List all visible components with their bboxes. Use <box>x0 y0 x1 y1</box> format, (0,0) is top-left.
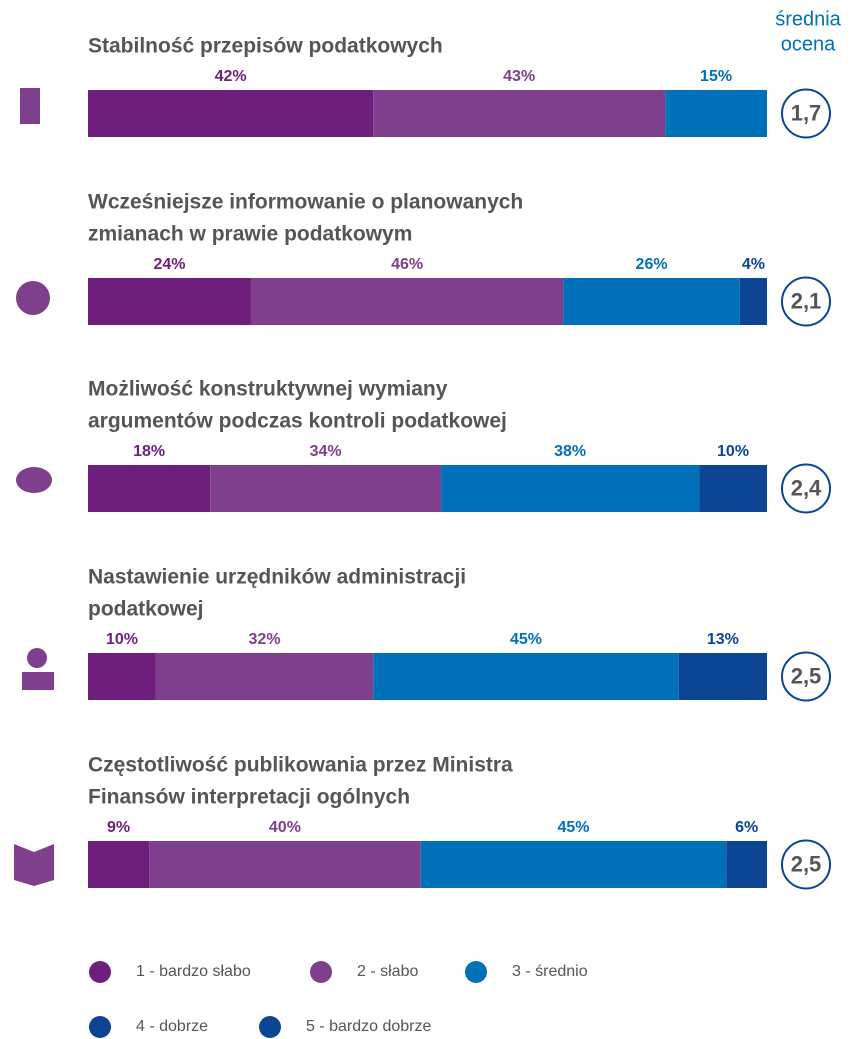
bar-segment <box>373 90 666 137</box>
average-circle <box>781 88 831 139</box>
value-label: 10% <box>717 443 749 460</box>
value-label: 42% <box>215 68 247 85</box>
value-label: 45% <box>557 819 589 836</box>
legend-swatch <box>310 961 332 983</box>
icon-building <box>20 88 40 124</box>
legend-swatch <box>259 1016 281 1038</box>
icon-book <box>14 844 54 886</box>
bar-segment <box>155 653 374 700</box>
value-label: 26% <box>636 256 668 273</box>
legend-label: 3 - średnio <box>512 963 588 980</box>
value-label: 18% <box>133 443 165 460</box>
icon-chat <box>16 467 52 493</box>
value-label: 15% <box>700 68 732 85</box>
category-label: Częstotliwość publikowania przez Ministr… <box>88 754 513 777</box>
icon-clock <box>16 281 50 315</box>
value-label: 4% <box>742 256 765 273</box>
average-circle <box>781 463 831 514</box>
icons <box>14 88 54 886</box>
category-label: Wcześniejsze informowanie o planowanych <box>88 191 523 214</box>
bar-segment <box>88 465 211 512</box>
category-label: zmianach w prawie podatkowym <box>88 223 412 246</box>
legend-label: 4 - dobrze <box>136 1018 208 1035</box>
bar-segment <box>726 841 767 888</box>
bar-segment <box>739 278 767 325</box>
legend-label: 1 - bardzo słabo <box>136 963 251 980</box>
category-label: Nastawienie urzędników administracji <box>88 566 466 589</box>
legend-label: 5 - bardzo dobrze <box>306 1018 432 1035</box>
bar-segment <box>563 278 740 325</box>
value-label: 34% <box>310 443 342 460</box>
category-label: Stabilność przepisów podatkowych <box>88 35 443 58</box>
average-label: 1,7 <box>791 100 822 125</box>
category-label: Możliwość konstruktywnej wymiany <box>88 378 448 401</box>
bar-segment <box>88 90 374 137</box>
average-label: 2,1 <box>791 288 822 313</box>
bar-segment <box>88 841 150 888</box>
value-label: 38% <box>554 443 586 460</box>
icon-person-body <box>22 672 54 690</box>
bar-segment <box>441 465 700 512</box>
value-label: 6% <box>735 819 758 836</box>
value-label: 24% <box>153 256 185 273</box>
average-circle <box>781 651 831 702</box>
legend-swatch <box>89 961 111 983</box>
icon-person <box>27 648 47 668</box>
value-label: 9% <box>107 819 130 836</box>
value-label: 32% <box>249 631 281 648</box>
average-title: ocena <box>781 33 836 55</box>
bar-segment <box>420 841 727 888</box>
bar-segment <box>149 841 421 888</box>
bar-segment <box>665 90 767 137</box>
average-label: 2,4 <box>791 475 822 500</box>
legend-swatch <box>89 1016 111 1038</box>
category-label: Finansów interpretacji ogólnych <box>88 786 410 809</box>
value-label: 43% <box>503 68 535 85</box>
bar-segment <box>250 278 564 325</box>
bar-segment <box>373 653 679 700</box>
category-label: podatkowej <box>88 598 204 621</box>
value-label: 13% <box>707 631 739 648</box>
bar-segment <box>210 465 442 512</box>
average-label: 2,5 <box>791 851 822 876</box>
category-label: argumentów podczas kontroli podatkowej <box>88 410 507 433</box>
bar-segment <box>699 465 767 512</box>
average-circle <box>781 839 831 890</box>
legend-label: 2 - słabo <box>357 963 418 980</box>
average-circle <box>781 276 831 327</box>
value-label: 40% <box>269 819 301 836</box>
bar-segment <box>88 278 251 325</box>
value-label: 46% <box>391 256 423 273</box>
average-title: średnia <box>775 8 841 30</box>
average-label: 2,5 <box>791 663 822 688</box>
bar-segment <box>88 653 156 700</box>
legend-swatch <box>465 961 487 983</box>
value-label: 45% <box>510 631 542 648</box>
value-label: 10% <box>106 631 138 648</box>
bar-segment <box>678 653 767 700</box>
